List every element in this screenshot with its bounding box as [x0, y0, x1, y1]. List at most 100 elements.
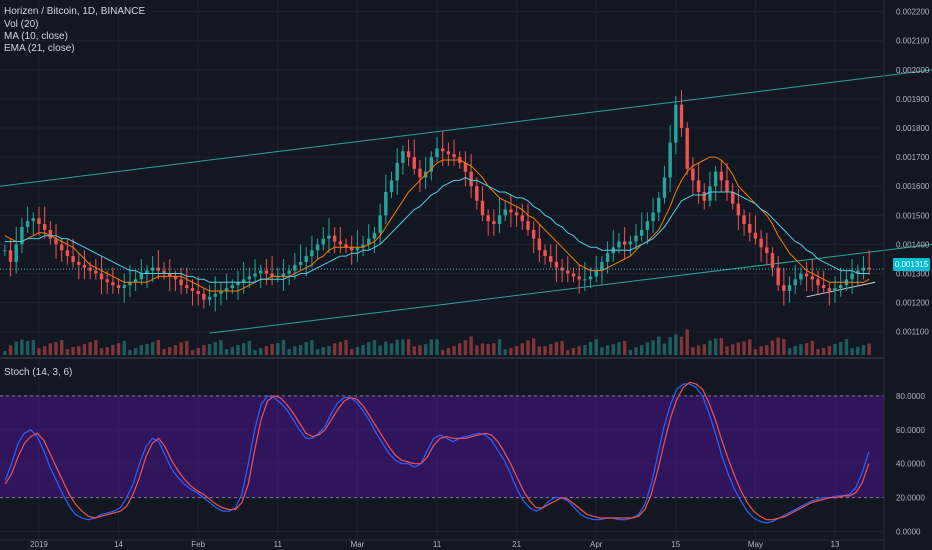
candle-body	[475, 186, 479, 201]
candle-body	[833, 288, 837, 291]
vol-legend: Vol (20)	[4, 19, 39, 30]
time-tick-label: May	[748, 540, 763, 549]
stoch-d-line	[4, 381, 870, 521]
candle-body	[560, 267, 564, 271]
candle-body	[736, 203, 741, 216]
price-tick-label: 0.001900	[896, 95, 930, 104]
volume-bar	[628, 350, 633, 355]
volume-bar	[378, 345, 382, 355]
volume-bar	[526, 340, 530, 355]
volume-bar	[509, 348, 513, 355]
volume-bar	[861, 345, 866, 355]
candle-body	[634, 235, 638, 242]
volume-bar	[94, 340, 98, 355]
volume-bar	[713, 338, 718, 355]
candle-body	[173, 276, 178, 280]
volume-bar	[139, 345, 144, 355]
candle-body	[412, 157, 416, 169]
volume-bar	[469, 336, 473, 355]
volume-bar	[736, 342, 741, 355]
candle-body	[372, 232, 377, 239]
volume-bar	[196, 348, 200, 355]
candle-body	[122, 285, 126, 289]
volume-bar	[293, 346, 297, 355]
volume-bar	[418, 345, 422, 355]
candle-body	[105, 279, 109, 283]
candle-body	[25, 221, 30, 227]
volume-bar	[99, 348, 104, 355]
candle-body	[537, 238, 542, 251]
volume-bar	[88, 342, 92, 355]
volume-bar	[321, 347, 325, 355]
candle-body	[725, 180, 729, 193]
candle-body	[14, 244, 18, 262]
volume-bar	[708, 340, 712, 355]
time-tick-label: Feb	[191, 540, 205, 549]
volume-bar	[770, 340, 775, 355]
candle-body	[435, 148, 439, 158]
candle-body	[219, 290, 223, 294]
volume-bar	[128, 350, 132, 355]
symbol-legend: Horizen / Bitcoin, 1D, BINANCE	[4, 6, 146, 17]
candle-body	[270, 273, 274, 277]
volume-bar	[162, 349, 166, 355]
volume-bar	[622, 341, 627, 355]
candle-body	[367, 238, 371, 245]
volume-bar	[116, 343, 121, 355]
candle-body	[713, 171, 718, 187]
time-tick-label: 2019	[30, 540, 48, 549]
candle-body	[509, 209, 513, 213]
volume-bar	[810, 341, 814, 355]
volume-bar	[446, 348, 451, 355]
candle-body	[588, 276, 593, 280]
candle-body	[429, 157, 434, 172]
volume-bar	[833, 344, 837, 355]
volume-bar	[645, 342, 650, 355]
candle-body	[526, 221, 530, 230]
candle-body	[856, 270, 860, 274]
candle-body	[628, 241, 633, 245]
candle-body	[594, 270, 598, 277]
volume-bar	[725, 346, 729, 355]
volume-bar	[71, 347, 75, 355]
candle-body	[753, 232, 758, 239]
candle-body	[469, 171, 473, 187]
candle-body	[327, 235, 331, 239]
volume-bar	[395, 339, 399, 355]
volume-bar	[554, 342, 559, 355]
volume-bar	[276, 343, 280, 355]
volume-bar	[14, 341, 18, 355]
volume-bar	[776, 337, 780, 355]
volume-bar	[531, 338, 536, 355]
volume-bar	[406, 339, 411, 355]
candle-body	[139, 273, 144, 280]
volume-bar	[571, 348, 576, 355]
candle-body	[145, 270, 149, 274]
candle-body	[776, 267, 780, 286]
volume-bar	[662, 343, 667, 355]
candle-body	[389, 180, 394, 193]
volume-bar	[753, 349, 758, 355]
candle-body	[168, 273, 172, 277]
volume-bar	[839, 342, 843, 355]
price-tick-label: 0.002200	[896, 8, 930, 17]
candles	[3, 90, 871, 312]
candle-body	[645, 221, 650, 230]
candle-body	[65, 250, 70, 257]
volume-bar	[270, 344, 274, 355]
volume-bar	[600, 347, 604, 355]
time-tick-label: Apr	[590, 540, 603, 549]
price-tick-label: 0.002100	[896, 37, 930, 46]
volume-bar	[850, 348, 854, 355]
candle-body	[276, 276, 280, 278]
candle-body	[839, 285, 843, 289]
candle-body	[730, 192, 735, 204]
candle-body	[850, 273, 854, 280]
candle-body	[202, 293, 206, 300]
candle-body	[60, 244, 64, 251]
candle-body	[31, 218, 35, 222]
candle-body	[861, 267, 866, 271]
candle-body	[674, 104, 678, 143]
candle-body	[804, 273, 809, 277]
